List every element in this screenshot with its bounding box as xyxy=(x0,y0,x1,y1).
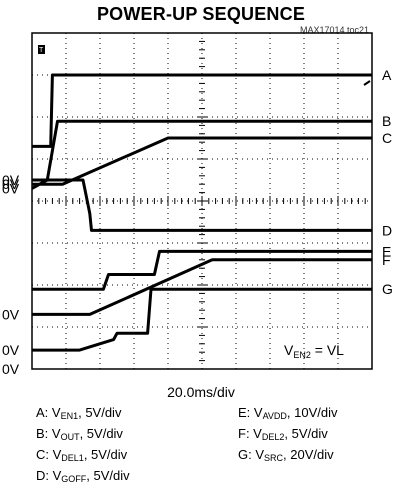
trigger-marker-letter: T xyxy=(39,47,44,54)
legend-entry-scale: , 5V/div xyxy=(86,468,130,483)
trace-label-d: D xyxy=(382,222,392,238)
zero-label-b: 0V xyxy=(2,180,20,196)
legend-entry-subscript: AVDD xyxy=(262,411,287,421)
legend-entry-text: E: V xyxy=(238,405,263,420)
right-edge-marker xyxy=(363,80,371,86)
trace-label-f: F xyxy=(382,252,391,268)
trigger-marker-shape xyxy=(38,45,45,54)
ven2-annotation: VEN2 = VL xyxy=(284,342,344,360)
legend-entry-scale: , 5V/div xyxy=(284,426,328,441)
trace-group xyxy=(31,73,372,352)
trace-label-c: C xyxy=(382,130,392,146)
trace-e xyxy=(32,249,372,291)
legend-entry-subscript: GOFF xyxy=(61,474,87,484)
trace-c xyxy=(32,136,372,186)
legend-entry-scale: , 5V/div xyxy=(83,447,128,462)
legend-entry-text: A: V xyxy=(36,405,61,420)
trace-d xyxy=(32,178,372,232)
timebase-label: 20.0ms/div xyxy=(167,384,235,400)
trace-label-e: E xyxy=(382,243,391,259)
figure-reference: MAX17014 toc21 xyxy=(300,25,370,35)
legend-entry-subscript: EN1 xyxy=(60,411,79,421)
legend-entry: D: VGOFF, 5V/div xyxy=(36,467,130,488)
trace-g xyxy=(32,287,372,352)
legend-entry: E: VAVDD, 10V/div xyxy=(238,404,338,425)
trigger-marker: T xyxy=(38,45,371,86)
zero-label-f: 0V xyxy=(2,306,20,322)
legend-entry: B: VOUT, 5V/div xyxy=(36,425,130,446)
trace-f xyxy=(32,258,372,316)
legend-entry-subscript: DEL2 xyxy=(261,432,285,442)
legend-left-column: A: VEN1, 5V/div B: VOUT, 5V/div C: VDEL1, … xyxy=(36,404,130,488)
legend-entry-text: C: V xyxy=(36,447,62,462)
legend-entry-text: D: V xyxy=(36,468,62,483)
legend-entry-text: G: V xyxy=(238,447,265,462)
trace-label-g: G xyxy=(382,281,393,297)
zero-label-bottom: 0V xyxy=(2,361,20,377)
legend-entry-scale: , 20V/div xyxy=(283,447,334,462)
legend-entry-text: F: V xyxy=(238,426,262,441)
legend-entry: F: VDEL2, 5V/div xyxy=(238,425,338,446)
legend-entry-subscript: SRC xyxy=(264,453,284,463)
annotation-suffix: = VL xyxy=(311,342,344,358)
zero-label-d: 0V xyxy=(2,172,20,188)
trace-label-b: B xyxy=(382,113,391,129)
zero-label-c: 0V xyxy=(2,176,20,192)
trace-a xyxy=(32,73,372,148)
annotation-subscript: EN2 xyxy=(293,350,311,360)
annotation-prefix: V xyxy=(284,342,294,358)
legend-entry-scale: , 10V/div xyxy=(286,405,338,420)
legend-entry-text: B: V xyxy=(36,426,61,441)
legend-entry-scale: , 5V/div xyxy=(79,426,123,441)
legend-entry-subscript: OUT xyxy=(60,432,80,442)
zero-label-g: 0V xyxy=(2,342,20,358)
legend-entry: A: VEN1, 5V/div xyxy=(36,404,130,425)
trace-label-a: A xyxy=(382,67,392,83)
legend-entry-subscript: DEL1 xyxy=(61,453,84,463)
legend-right-column: E: VAVDD, 10V/div F: VDEL2, 5V/div G: VSRC… xyxy=(238,404,338,467)
legend-entry: G: VSRC, 20V/div xyxy=(238,446,338,467)
chart-title: POWER-UP SEQUENCE xyxy=(96,4,306,24)
legend-entry-scale: , 5V/div xyxy=(78,405,122,420)
legend-entry: C: VDEL1, 5V/div xyxy=(36,446,130,467)
